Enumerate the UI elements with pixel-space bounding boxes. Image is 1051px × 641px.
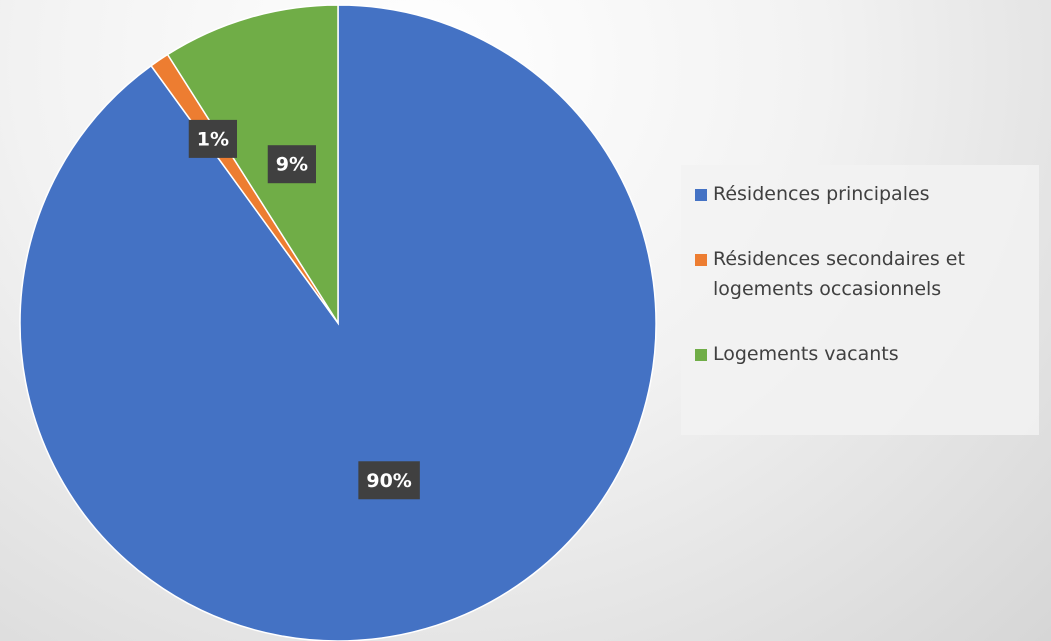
legend: Résidences principales Résidences seconda… bbox=[681, 165, 1039, 435]
legend-label: Logements vacants bbox=[713, 343, 899, 365]
pie-slice bbox=[166, 4, 339, 326]
legend-swatch bbox=[695, 349, 707, 361]
legend-label: Résidences principales bbox=[713, 183, 930, 205]
data-label-box bbox=[267, 145, 316, 184]
data-label-box bbox=[358, 461, 420, 500]
data-label: 1% bbox=[197, 128, 229, 150]
legend-entry: Résidences principales bbox=[695, 179, 1029, 209]
data-label: 9% bbox=[276, 154, 308, 176]
data-label: 90% bbox=[366, 470, 411, 492]
legend-label: Résidences secondaires et logements occa… bbox=[713, 248, 965, 300]
legend-swatch bbox=[695, 189, 707, 201]
legend-entry: Logements vacants bbox=[695, 339, 1029, 369]
legend-entry: Résidences secondaires et logements occa… bbox=[695, 244, 1029, 304]
legend-swatch bbox=[695, 254, 707, 266]
data-label-box bbox=[188, 119, 238, 158]
chart: 90% 1% 9% bbox=[19, 4, 657, 641]
